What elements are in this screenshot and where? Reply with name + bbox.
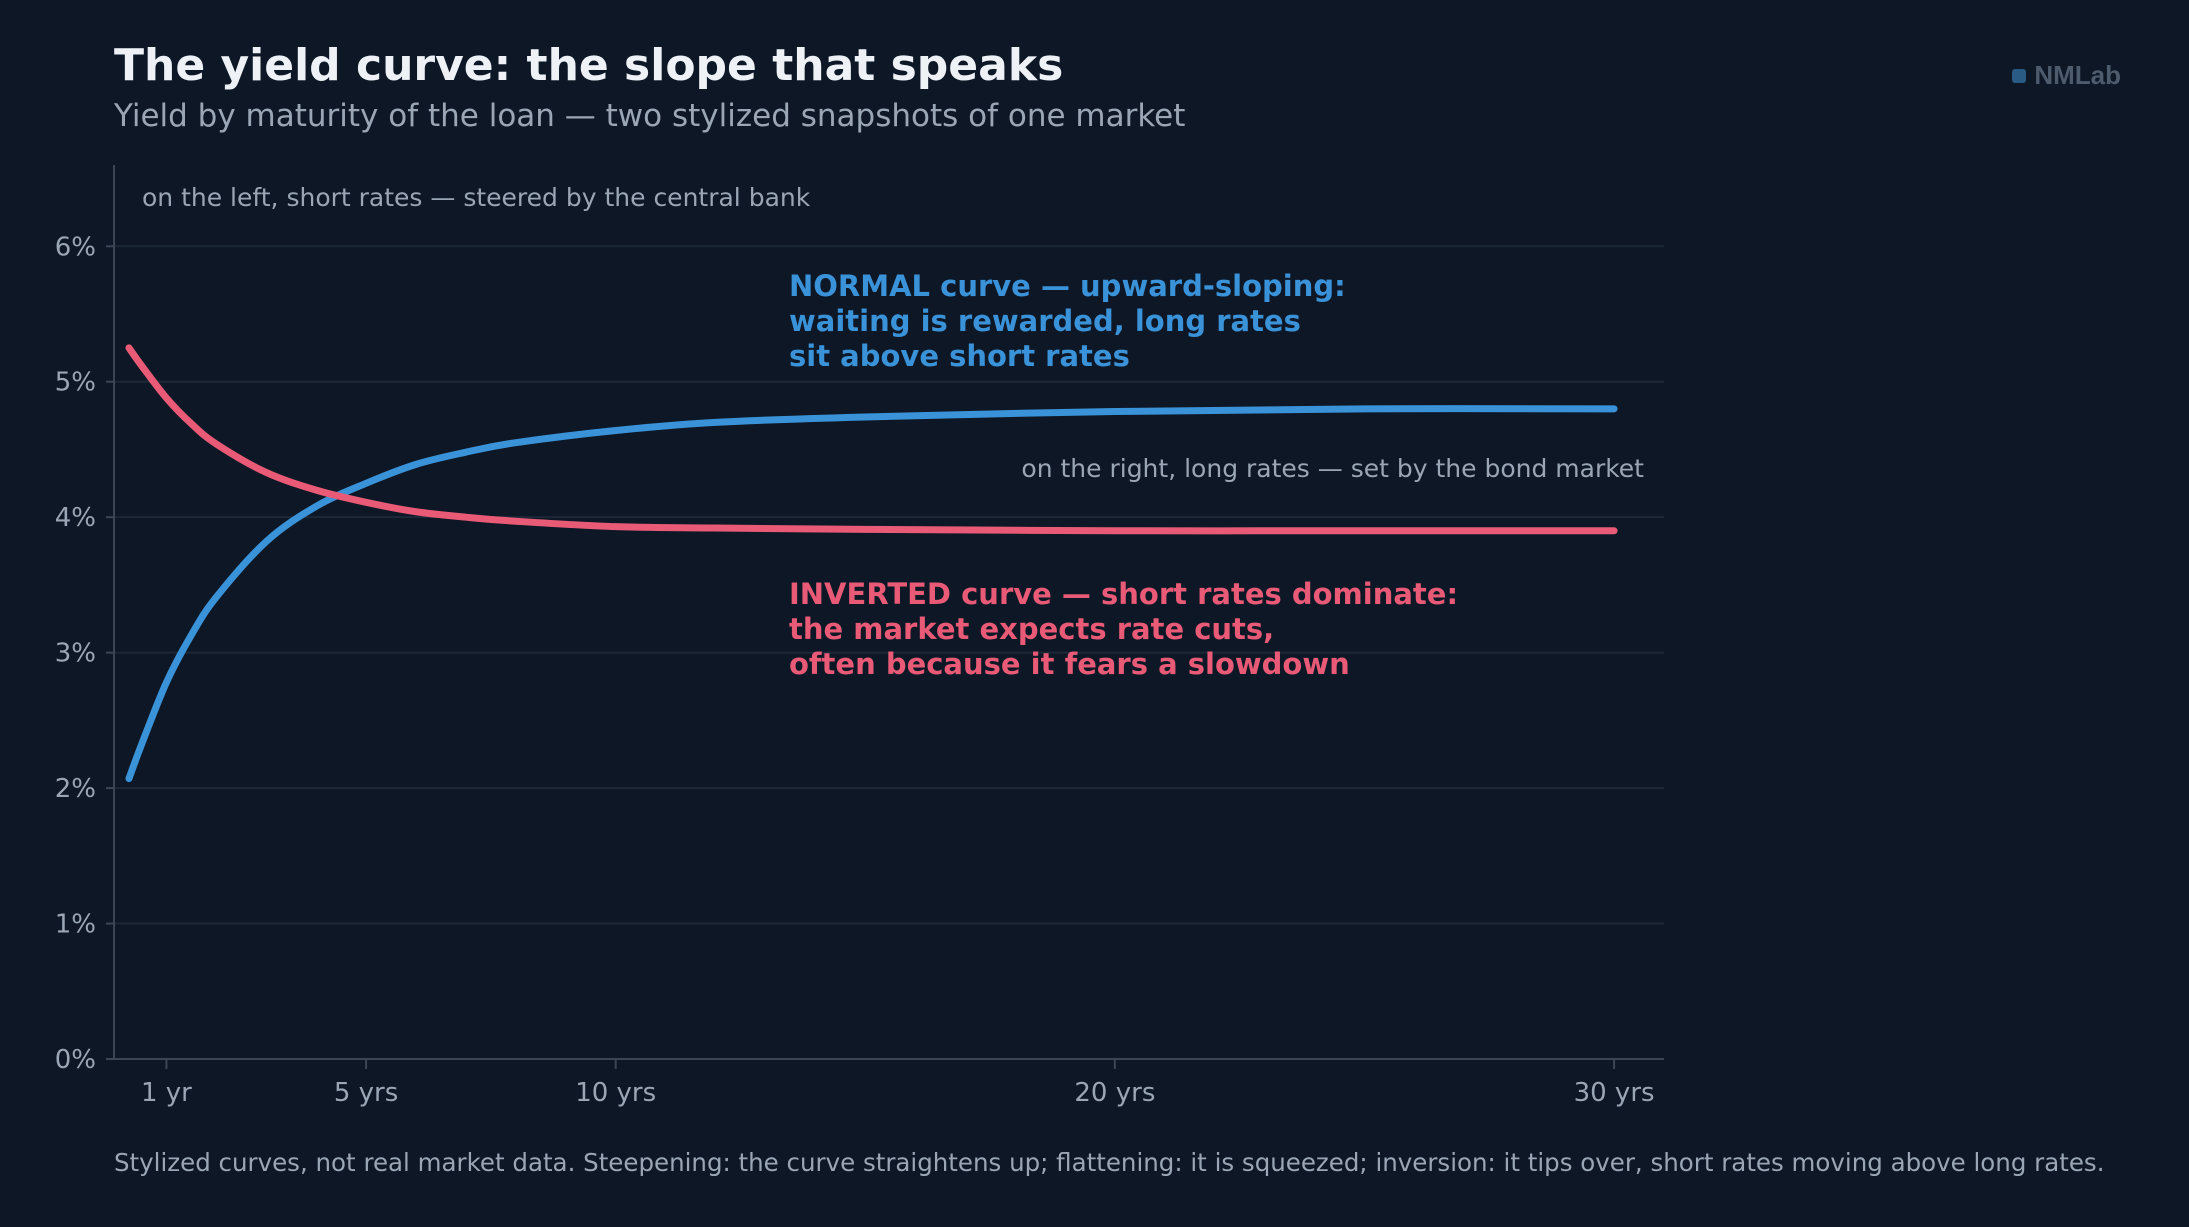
x-tick-label-2: 10 yrs	[575, 1078, 656, 1108]
brand-logo: NMLab	[2012, 60, 2121, 91]
y-tick-label-5: 5%	[55, 368, 96, 398]
brand-name: NMLab	[2034, 60, 2121, 90]
inverted-curve-label-line-3: often because it fears a slowdown	[789, 647, 1350, 681]
axes: 0% 1% 2% 3% 4% 5% 6% 1 yr 5 yrs 10 yrs 20 yrs 30 yr…	[55, 165, 1664, 1108]
normal-curve-label-line-1: NORMAL curve — upward-sloping:	[789, 269, 1346, 303]
inverted-curve-label-line-2: the market expects rate cuts,	[789, 612, 1274, 646]
inverted-curve-line	[125, 344, 1618, 535]
y-tick-label-0: 0%	[55, 1045, 96, 1075]
chart-subtitle: Yield by maturity of the loan — two styl…	[114, 98, 1186, 134]
y-tick-label-2: 2%	[55, 774, 96, 804]
y-tick-label-6: 6%	[55, 232, 96, 262]
footnote: Stylized curves, not real market data. S…	[114, 1148, 2105, 1177]
y-tick-label-4: 4%	[55, 503, 96, 533]
y-tick-label-1: 1%	[55, 910, 96, 940]
normal-curve-line	[125, 405, 1618, 783]
normal-curve-label-line-3: sit above short rates	[789, 339, 1130, 373]
series-lines	[125, 344, 1618, 783]
x-tick-label-3: 20 yrs	[1074, 1078, 1155, 1108]
inverted-curve-label-line-1: INVERTED curve — short rates dominate:	[789, 577, 1458, 611]
long-rates-note: on the right, long rates — set by the bo…	[1021, 454, 1644, 483]
brand-square-icon	[2012, 68, 2027, 83]
y-tick-label-3: 3%	[55, 639, 96, 669]
gridlines	[114, 245, 1664, 925]
x-tick-label-0: 1 yr	[141, 1078, 192, 1108]
x-tick-label-4: 30 yrs	[1574, 1078, 1655, 1108]
chart-title: The yield curve: the slope that speaks	[114, 40, 1064, 91]
normal-curve-label-line-2: waiting is rewarded, long rates	[789, 304, 1301, 338]
annotations: on the left, short rates — steered by th…	[142, 183, 1644, 681]
short-rates-note: on the left, short rates — steered by th…	[142, 183, 811, 212]
x-tick-label-1: 5 yrs	[334, 1078, 398, 1108]
